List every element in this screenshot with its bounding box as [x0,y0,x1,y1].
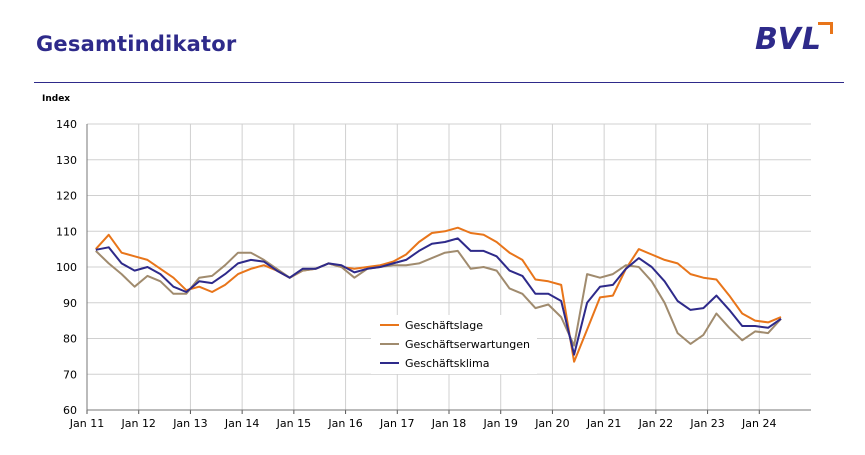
series-line-3 [95,237,782,356]
y-tick-label: 60 [63,404,77,417]
logo-corner-mark [818,22,833,34]
header-divider [34,82,844,83]
y-tick-label: 130 [56,154,77,167]
x-tick-label: Jan 15 [276,417,311,430]
x-tick-label: Jan 12 [120,417,155,430]
x-tick-label: Jan 11 [69,417,104,430]
y-tick-label: 80 [63,333,77,346]
x-tick-label: Jan 13 [172,417,207,430]
x-tick-label: Jan 21 [586,417,621,430]
logo-text: BVL [755,22,822,57]
x-tick-label: Jan 22 [638,417,673,430]
axis-layer: 60 70 80 90 100 110 120 130 140 Jan 11 Jan 12 Jan 1… [56,118,811,430]
x-tick-label: Jan 16 [327,417,362,430]
bvl-logo: BVL [755,22,835,62]
legend-label: Geschäftserwartungen [405,338,530,351]
series-line-2 [95,249,782,347]
series-layer [95,226,782,363]
x-tick-label: Jan 20 [534,417,569,430]
y-tick-label: 100 [56,261,77,274]
x-tick-label: Jan 14 [224,417,259,430]
legend: Geschäftslage Geschäftserwartungen Geschäf… [371,315,537,374]
series-line-1 [95,226,782,363]
y-axis-label: Index [42,94,70,104]
y-tick-label: 90 [63,297,77,310]
x-tick-label: Jan 24 [741,417,776,430]
y-tick-label: 110 [56,225,77,238]
y-tick-label: 120 [56,190,77,203]
x-tick-label: Jan 23 [689,417,724,430]
y-tick-label: 140 [56,118,77,131]
x-tick-label: Jan 18 [431,417,466,430]
legend-label: Geschäftsklima [405,357,489,370]
y-tick-label: 70 [63,368,77,381]
x-tick-label: Jan 17 [379,417,414,430]
page-title: Gesamtindikator [36,32,237,56]
x-tick-label: Jan 19 [482,417,517,430]
legend-label: Geschäftslage [405,319,483,332]
